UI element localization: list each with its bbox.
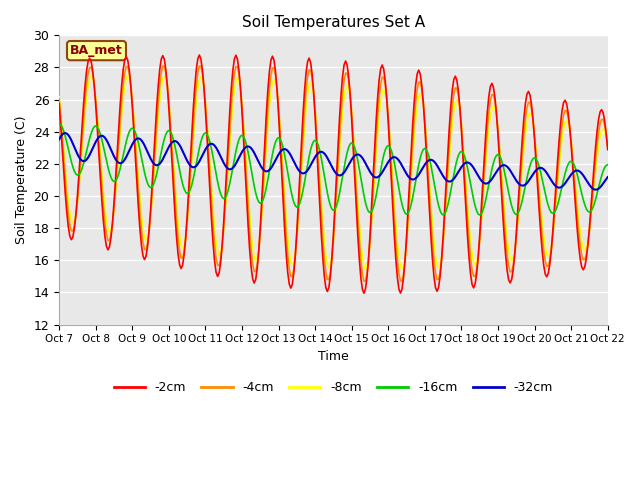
Text: BA_met: BA_met <box>70 44 123 57</box>
Title: Soil Temperatures Set A: Soil Temperatures Set A <box>242 15 425 30</box>
Legend: -2cm, -4cm, -8cm, -16cm, -32cm: -2cm, -4cm, -8cm, -16cm, -32cm <box>109 376 558 399</box>
Y-axis label: Soil Temperature (C): Soil Temperature (C) <box>15 116 28 244</box>
X-axis label: Time: Time <box>318 350 349 363</box>
